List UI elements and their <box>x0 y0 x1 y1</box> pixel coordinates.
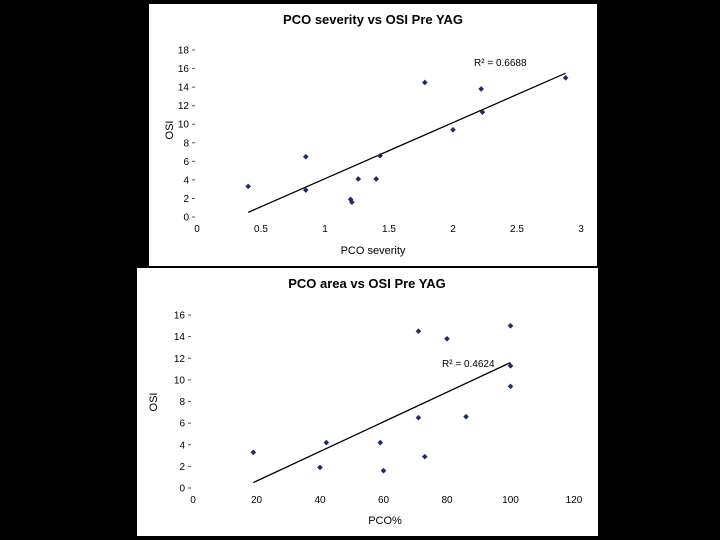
y-tick-label: 14 <box>174 332 186 343</box>
x-tick-label: 100 <box>502 495 519 506</box>
data-point <box>478 86 484 92</box>
data-point <box>303 153 309 160</box>
r-squared-annotation: R² = 0.4624 <box>442 359 495 370</box>
y-tick-label: 8 <box>183 138 189 149</box>
y-tick-label: 2 <box>183 194 189 205</box>
data-point <box>303 187 309 193</box>
x-tick-label: 0 <box>190 495 196 506</box>
x-tick-label: 2.5 <box>510 224 524 235</box>
chart-area-svg: PCO area vs OSI Pre YAG PCO% OSI R² = 0.… <box>148 276 583 527</box>
data-point <box>422 79 428 86</box>
x-tick-label: 60 <box>378 495 390 506</box>
data-point <box>355 176 362 182</box>
y-tick-label: 14 <box>178 83 190 94</box>
data-point <box>415 328 422 335</box>
y-tick-label: 16 <box>174 311 186 322</box>
data-point <box>377 152 383 159</box>
data-point <box>377 439 384 446</box>
data-point <box>245 183 251 190</box>
data-point <box>421 453 428 460</box>
r-squared-annotation: R² = 0.6688 <box>474 58 527 69</box>
y-tick-label: 0 <box>183 213 189 224</box>
x-tick-label: 80 <box>441 495 453 506</box>
y-tick-label: 12 <box>174 354 186 365</box>
data-point <box>349 199 355 205</box>
y-tick-label: 2 <box>179 462 185 473</box>
y-axis-label: OSI <box>148 393 160 412</box>
trendline <box>253 361 511 484</box>
x-tick-label: 1.5 <box>382 224 396 235</box>
x-axis-label: PCO severity <box>341 245 406 257</box>
y-tick-label: 6 <box>179 419 185 430</box>
data-point <box>373 176 379 182</box>
data-point <box>380 467 387 474</box>
data-point <box>479 109 486 115</box>
data-point <box>450 126 456 133</box>
y-axis-label: OSI <box>164 121 176 140</box>
y-tick-label: 16 <box>178 64 190 75</box>
x-tick-label: 0 <box>194 224 200 235</box>
data-point <box>444 335 450 342</box>
x-tick-label: 20 <box>251 495 263 506</box>
trendline <box>247 72 566 213</box>
y-tick-label: 0 <box>179 484 185 495</box>
chart-title: PCO severity vs OSI Pre YAG <box>283 12 463 27</box>
y-tick-label: 4 <box>179 440 185 451</box>
y-tick-label: 8 <box>179 397 185 408</box>
data-point <box>562 75 569 81</box>
chart-title: PCO area vs OSI Pre YAG <box>288 276 446 291</box>
data-point <box>463 413 469 420</box>
chart-severity-svg: PCO severity vs OSI Pre YAG PCO severity… <box>164 12 584 257</box>
chart-panel-severity: PCO severity vs OSI Pre YAG PCO severity… <box>149 4 597 266</box>
x-tick-label: 0.5 <box>254 224 268 235</box>
x-tick-label: 40 <box>314 495 326 506</box>
data-point <box>317 464 323 471</box>
y-tick-label: 10 <box>178 120 190 131</box>
data-point <box>507 323 514 329</box>
x-tick-label: 3 <box>578 224 584 235</box>
x-tick-label: 120 <box>566 495 583 506</box>
y-tick-label: 12 <box>178 101 190 112</box>
y-tick-label: 18 <box>178 46 190 57</box>
x-tick-label: 2 <box>450 224 456 235</box>
data-point <box>415 414 422 421</box>
x-tick-label: 1 <box>322 224 328 235</box>
chart-panel-area: PCO area vs OSI Pre YAG PCO% OSI R² = 0.… <box>137 268 598 536</box>
data-point <box>507 383 514 390</box>
y-tick-label: 10 <box>174 375 186 386</box>
data-point <box>323 439 330 446</box>
y-tick-label: 6 <box>183 157 189 168</box>
y-tick-label: 4 <box>183 175 189 186</box>
data-point <box>250 449 257 456</box>
x-axis-label: PCO% <box>368 515 402 527</box>
data-point <box>507 363 514 369</box>
